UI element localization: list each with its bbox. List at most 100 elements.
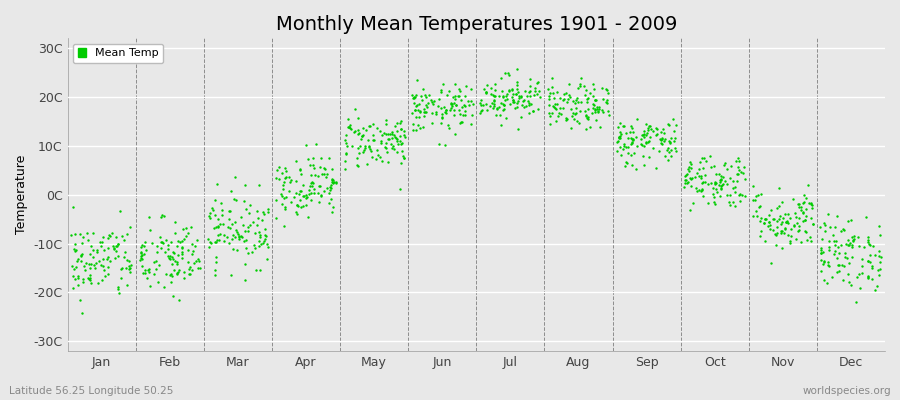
Point	[302, 156, 316, 162]
Point	[697, 193, 711, 200]
Point	[708, 180, 723, 187]
Point	[366, 136, 381, 143]
Point	[279, 174, 293, 180]
Point	[153, 234, 167, 240]
Point	[305, 180, 320, 186]
Point	[447, 130, 462, 137]
Point	[394, 148, 409, 154]
Point	[588, 106, 602, 112]
Point	[569, 97, 583, 104]
Point	[373, 128, 387, 134]
Point	[833, 242, 848, 249]
Point	[238, 182, 252, 188]
Point	[547, 101, 562, 107]
Point	[397, 154, 411, 161]
Point	[592, 103, 607, 110]
Point	[816, 220, 831, 226]
Point	[731, 171, 745, 177]
Point	[708, 171, 723, 178]
Point	[817, 259, 832, 266]
Point	[806, 204, 820, 211]
Point	[612, 134, 626, 141]
Point	[498, 70, 512, 76]
Point	[385, 135, 400, 141]
Point	[772, 213, 787, 219]
Point	[850, 274, 864, 281]
Point	[309, 140, 323, 147]
Point	[491, 93, 506, 99]
Point	[338, 140, 353, 146]
Point	[834, 228, 849, 234]
Point	[852, 285, 867, 291]
Point	[277, 195, 292, 202]
Point	[775, 228, 789, 234]
Point	[650, 126, 664, 132]
Point	[579, 112, 593, 118]
Point	[155, 212, 169, 219]
Point	[183, 264, 197, 271]
Point	[726, 178, 741, 184]
Point	[74, 258, 88, 264]
Point	[112, 208, 127, 214]
Point	[568, 100, 582, 106]
Point	[649, 165, 663, 172]
Point	[355, 133, 369, 140]
Point	[588, 109, 602, 115]
Point	[801, 182, 815, 188]
Point	[749, 193, 763, 200]
Point	[569, 105, 583, 111]
Point	[452, 106, 466, 113]
Point	[835, 277, 850, 284]
Point	[277, 164, 292, 171]
Point	[184, 224, 199, 230]
Point	[827, 238, 842, 244]
Point	[238, 277, 253, 283]
Point	[355, 133, 369, 139]
Point	[580, 99, 594, 105]
Point	[272, 164, 286, 170]
Point	[522, 100, 536, 106]
Point	[510, 66, 525, 72]
Point	[508, 99, 522, 105]
Point	[228, 234, 242, 240]
Point	[694, 173, 708, 180]
Point	[798, 228, 813, 234]
Point	[488, 93, 502, 99]
Point	[423, 96, 437, 103]
Point	[735, 192, 750, 198]
Point	[523, 88, 537, 94]
Point	[342, 124, 356, 130]
Point	[626, 128, 641, 135]
Point	[612, 134, 626, 140]
Point	[552, 113, 566, 119]
Point	[543, 112, 557, 119]
Point	[406, 126, 420, 133]
Point	[352, 150, 366, 156]
Point	[221, 240, 236, 246]
Point	[287, 194, 302, 200]
Point	[613, 134, 627, 141]
Point	[566, 98, 580, 104]
Point	[664, 147, 679, 153]
Point	[253, 232, 267, 239]
Point	[689, 188, 704, 194]
Point	[694, 188, 708, 194]
Point	[666, 116, 680, 122]
Point	[135, 252, 149, 258]
Point	[172, 238, 186, 245]
Point	[502, 88, 517, 94]
Point	[338, 158, 352, 164]
Point	[695, 180, 709, 186]
Point	[718, 178, 733, 185]
Point	[588, 106, 602, 113]
Point	[84, 280, 98, 286]
Point	[806, 202, 820, 208]
Point	[306, 190, 320, 197]
Point	[592, 123, 607, 130]
Point	[861, 273, 876, 279]
Point	[797, 217, 812, 223]
Point	[234, 234, 248, 240]
Point	[716, 181, 730, 188]
Point	[447, 112, 462, 118]
Point	[142, 265, 157, 272]
